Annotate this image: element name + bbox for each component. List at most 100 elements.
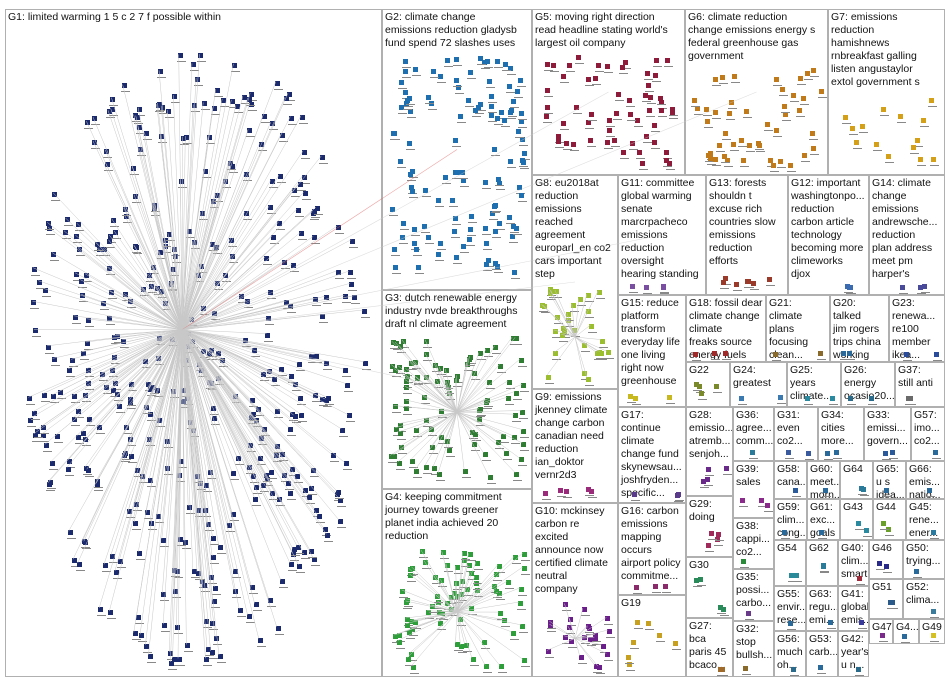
network-node: [156, 417, 166, 427]
group-G27[interactable]: G27: bca paris 45 bcaco...: [686, 618, 733, 677]
network-node: [213, 636, 223, 645]
group-G64[interactable]: G64: [840, 461, 873, 499]
network-node: [229, 98, 239, 108]
group-G47[interactable]: G47: [869, 619, 893, 644]
group-G44[interactable]: G44: [873, 499, 906, 540]
group-G66[interactable]: G66: emis... natio...: [906, 461, 945, 499]
group-G56[interactable]: G56: much oh...: [774, 631, 806, 677]
network-node: [704, 118, 714, 128]
network-node: [133, 501, 143, 511]
group-G1[interactable]: G1: limited warming 1 5 c 2 7 f possible…: [5, 9, 382, 677]
network-node: [155, 335, 165, 345]
network-node: [465, 97, 475, 107]
group-G61[interactable]: G61: exc... goals: [807, 499, 840, 540]
network-node: [203, 657, 213, 667]
network-node: [920, 284, 930, 294]
group-G8[interactable]: G8: eu2018at reduction emissions reached…: [532, 175, 618, 389]
group-G20[interactable]: G20: talked jim rogers trips china worki…: [830, 295, 889, 362]
group-G53[interactable]: G53: carb...: [806, 631, 838, 677]
group-G52[interactable]: G52: clima...: [903, 579, 945, 619]
group-G9[interactable]: G9: emissions jkenney climate change car…: [532, 389, 618, 503]
group-G36[interactable]: G36: agree... comm...: [733, 407, 774, 461]
group-G42[interactable]: G42: year's u n...: [838, 631, 869, 677]
network-node: [245, 614, 255, 624]
network-node: [568, 638, 578, 648]
group-G24[interactable]: G24: greatest: [730, 362, 787, 407]
network-node: [248, 398, 258, 408]
group-G40[interactable]: G40: clim... smart: [838, 540, 869, 586]
group-G37[interactable]: G37: still anti: [895, 362, 945, 407]
group-label: G28: emissio... atremb... senjoh...: [689, 409, 733, 460]
group-G32[interactable]: G32: stop bullsh...: [733, 621, 774, 677]
group-G50[interactable]: G50: trying...: [903, 540, 945, 579]
group-G39[interactable]: G39: sales: [733, 461, 774, 518]
group-G12[interactable]: G12: important washingtonpo... reduction…: [788, 175, 869, 295]
group-G10[interactable]: G10: mckinsey carbon re excited announce…: [532, 503, 618, 677]
group-G46[interactable]: G46: [869, 540, 903, 579]
group-G62[interactable]: G62: [806, 540, 838, 586]
network-node: [422, 464, 432, 474]
group-G51[interactable]: G51: [869, 579, 903, 619]
group-G3[interactable]: G3: dutch renewable energy industry nvde…: [382, 290, 532, 489]
group-G63[interactable]: G63: regu... emi...: [806, 586, 838, 631]
network-node: [636, 150, 646, 160]
group-G21[interactable]: G21: climate plans focusing clean...: [766, 295, 830, 362]
group-G48[interactable]: G4...: [893, 619, 919, 644]
network-node: [85, 416, 95, 426]
network-node: [343, 382, 353, 392]
network-node: [517, 457, 527, 467]
group-G4[interactable]: G4: keeping commitment journey towards g…: [382, 489, 532, 677]
network-node: [308, 549, 318, 559]
network-node: [61, 229, 71, 239]
network-node: [554, 139, 564, 149]
network-node: [94, 479, 104, 489]
group-G19[interactable]: G19: [618, 595, 686, 677]
group-G57[interactable]: G57: imo... co2...: [911, 407, 945, 461]
group-G16[interactable]: G16: carbon emissions mapping occurs air…: [618, 503, 686, 595]
group-G23[interactable]: G23: renewa... re100 member ikea...: [889, 295, 945, 362]
group-G54[interactable]: G54: [774, 540, 806, 586]
network-node: [458, 579, 468, 589]
group-G43[interactable]: G43: [840, 499, 873, 540]
network-node: [584, 293, 594, 302]
group-G35[interactable]: G35: possi... carbo...: [733, 569, 774, 621]
group-G31[interactable]: G31: even co2...: [774, 407, 818, 461]
network-node: [827, 620, 837, 630]
network-node: [209, 406, 219, 416]
group-G34[interactable]: G34: cities more...: [818, 407, 864, 461]
group-G49[interactable]: G49: [919, 619, 945, 644]
group-label: G50: trying...: [906, 542, 941, 567]
group-G18[interactable]: G18: fossil dear climate change climate …: [686, 295, 766, 362]
group-G41[interactable]: G41: global emis...: [838, 586, 869, 631]
group-G17[interactable]: G17: continue climate change fund skynew…: [618, 407, 686, 503]
group-G59[interactable]: G59: clim... cong...: [774, 499, 807, 540]
group-G2[interactable]: G2: climate change emissions reduction g…: [382, 9, 532, 290]
group-G45[interactable]: G45: rene... ener...: [906, 499, 945, 540]
group-G25[interactable]: G25: years climate...: [787, 362, 841, 407]
group-G60[interactable]: G60: meet... morn...: [807, 461, 840, 499]
group-G5[interactable]: G5: moving right direction read headline…: [532, 9, 685, 175]
group-G11[interactable]: G11: committee global warming senate mar…: [618, 175, 706, 295]
group-G13[interactable]: G13: forests shouldn t excuse rich count…: [706, 175, 788, 295]
group-G6[interactable]: G6: climate reduction change emissions e…: [685, 9, 828, 175]
network-node: [520, 658, 530, 668]
group-G29[interactable]: G29: doing: [686, 496, 733, 557]
group-G14[interactable]: G14: climate change emissions andrewsche…: [869, 175, 945, 295]
group-label: G30: [689, 559, 709, 571]
group-G15[interactable]: G15: reduce platform transform everyday …: [618, 295, 686, 407]
network-node: [613, 111, 623, 121]
group-G58[interactable]: G58: cana...: [774, 461, 807, 499]
group-G28[interactable]: G28: emissio... atremb... senjoh...: [686, 407, 733, 496]
network-node: [323, 361, 332, 371]
group-G65[interactable]: G65: u s idea...: [873, 461, 906, 499]
group-G38[interactable]: G38: cappi... co2...: [733, 518, 774, 569]
network-node: [504, 396, 514, 406]
group-G33[interactable]: G33: emissi... govern...: [864, 407, 911, 461]
group-G7[interactable]: G7: emissions reduction hamishnews rnbre…: [828, 9, 945, 175]
group-G22[interactable]: G22: [686, 362, 730, 407]
network-node: [787, 573, 797, 583]
group-G55[interactable]: G55: envir... rese...: [774, 586, 806, 631]
group-G30[interactable]: G30: [686, 557, 733, 618]
network-node: [512, 555, 522, 565]
group-G26[interactable]: G26: energy ocasio20...: [841, 362, 895, 407]
